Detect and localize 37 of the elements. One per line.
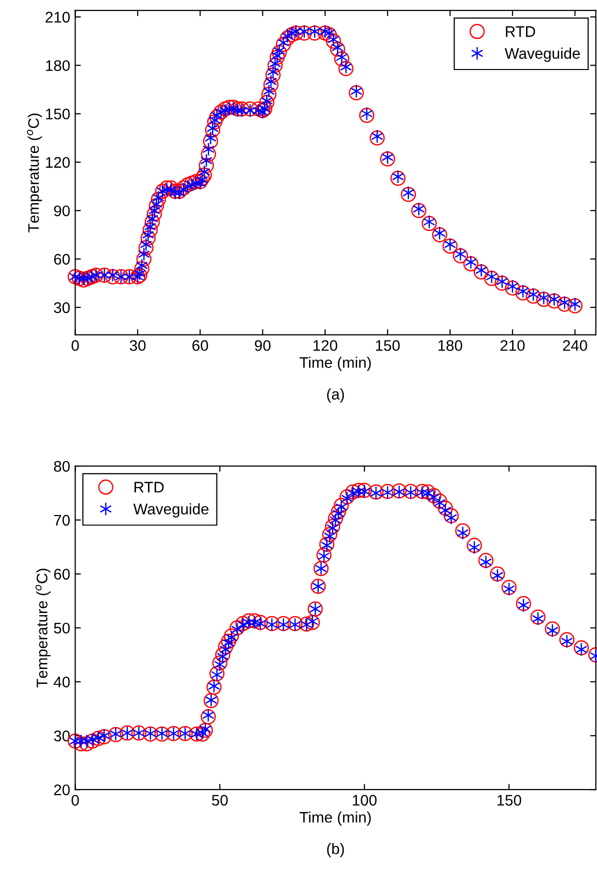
y-tick-label: 180 (46, 60, 70, 72)
x-tick-label: 240 (563, 340, 588, 351)
x-tick-label: 60 (192, 340, 208, 351)
x-tick-label: 150 (497, 794, 522, 806)
legend-label: Waveguide (133, 503, 208, 518)
x-tick-label: 150 (376, 340, 400, 351)
legend-label: RTD (506, 26, 536, 37)
x-tick-label: 30 (130, 340, 146, 351)
y-tick-label: 30 (54, 302, 70, 314)
x-tick-label: 120 (314, 340, 338, 351)
y-tick-label: 50 (54, 622, 70, 634)
y-tick-label: 70 (54, 514, 70, 526)
x-tick-label: 0 (72, 794, 79, 806)
x-tick-label: 180 (438, 340, 462, 351)
text: (a) (327, 388, 344, 403)
x-tick-label: 100 (352, 794, 377, 806)
x-tick-label: 210 (500, 340, 525, 351)
legend-label: RTD (134, 482, 164, 492)
legend-label: Waveguide (504, 48, 580, 62)
y-tick-label: 80 (54, 460, 70, 472)
x-axis-title: Time (min) (300, 811, 371, 826)
y-tick-label: 60 (54, 568, 70, 580)
y-tick-label: 120 (46, 157, 70, 168)
y-axis-title: Temperature ($^{o}$C) (35, 568, 50, 688)
y-tick-label: 60 (54, 254, 70, 265)
x-axis-title: Time (min) (300, 356, 371, 371)
text: (b) (327, 842, 344, 858)
y-tick-label: 40 (54, 676, 70, 688)
x-tick-label: 0 (72, 340, 79, 351)
y-tick-label: 150 (46, 108, 70, 120)
y-axis-title: Temperature ($^{o}$C) (26, 114, 42, 232)
y-tick-label: 30 (54, 730, 70, 742)
y-tick-label: 90 (54, 205, 70, 216)
x-tick-label: 90 (254, 340, 271, 351)
y-tick-label: 20 (54, 784, 70, 796)
y-tick-label: 210 (46, 12, 70, 23)
x-tick-label: 50 (212, 794, 228, 806)
